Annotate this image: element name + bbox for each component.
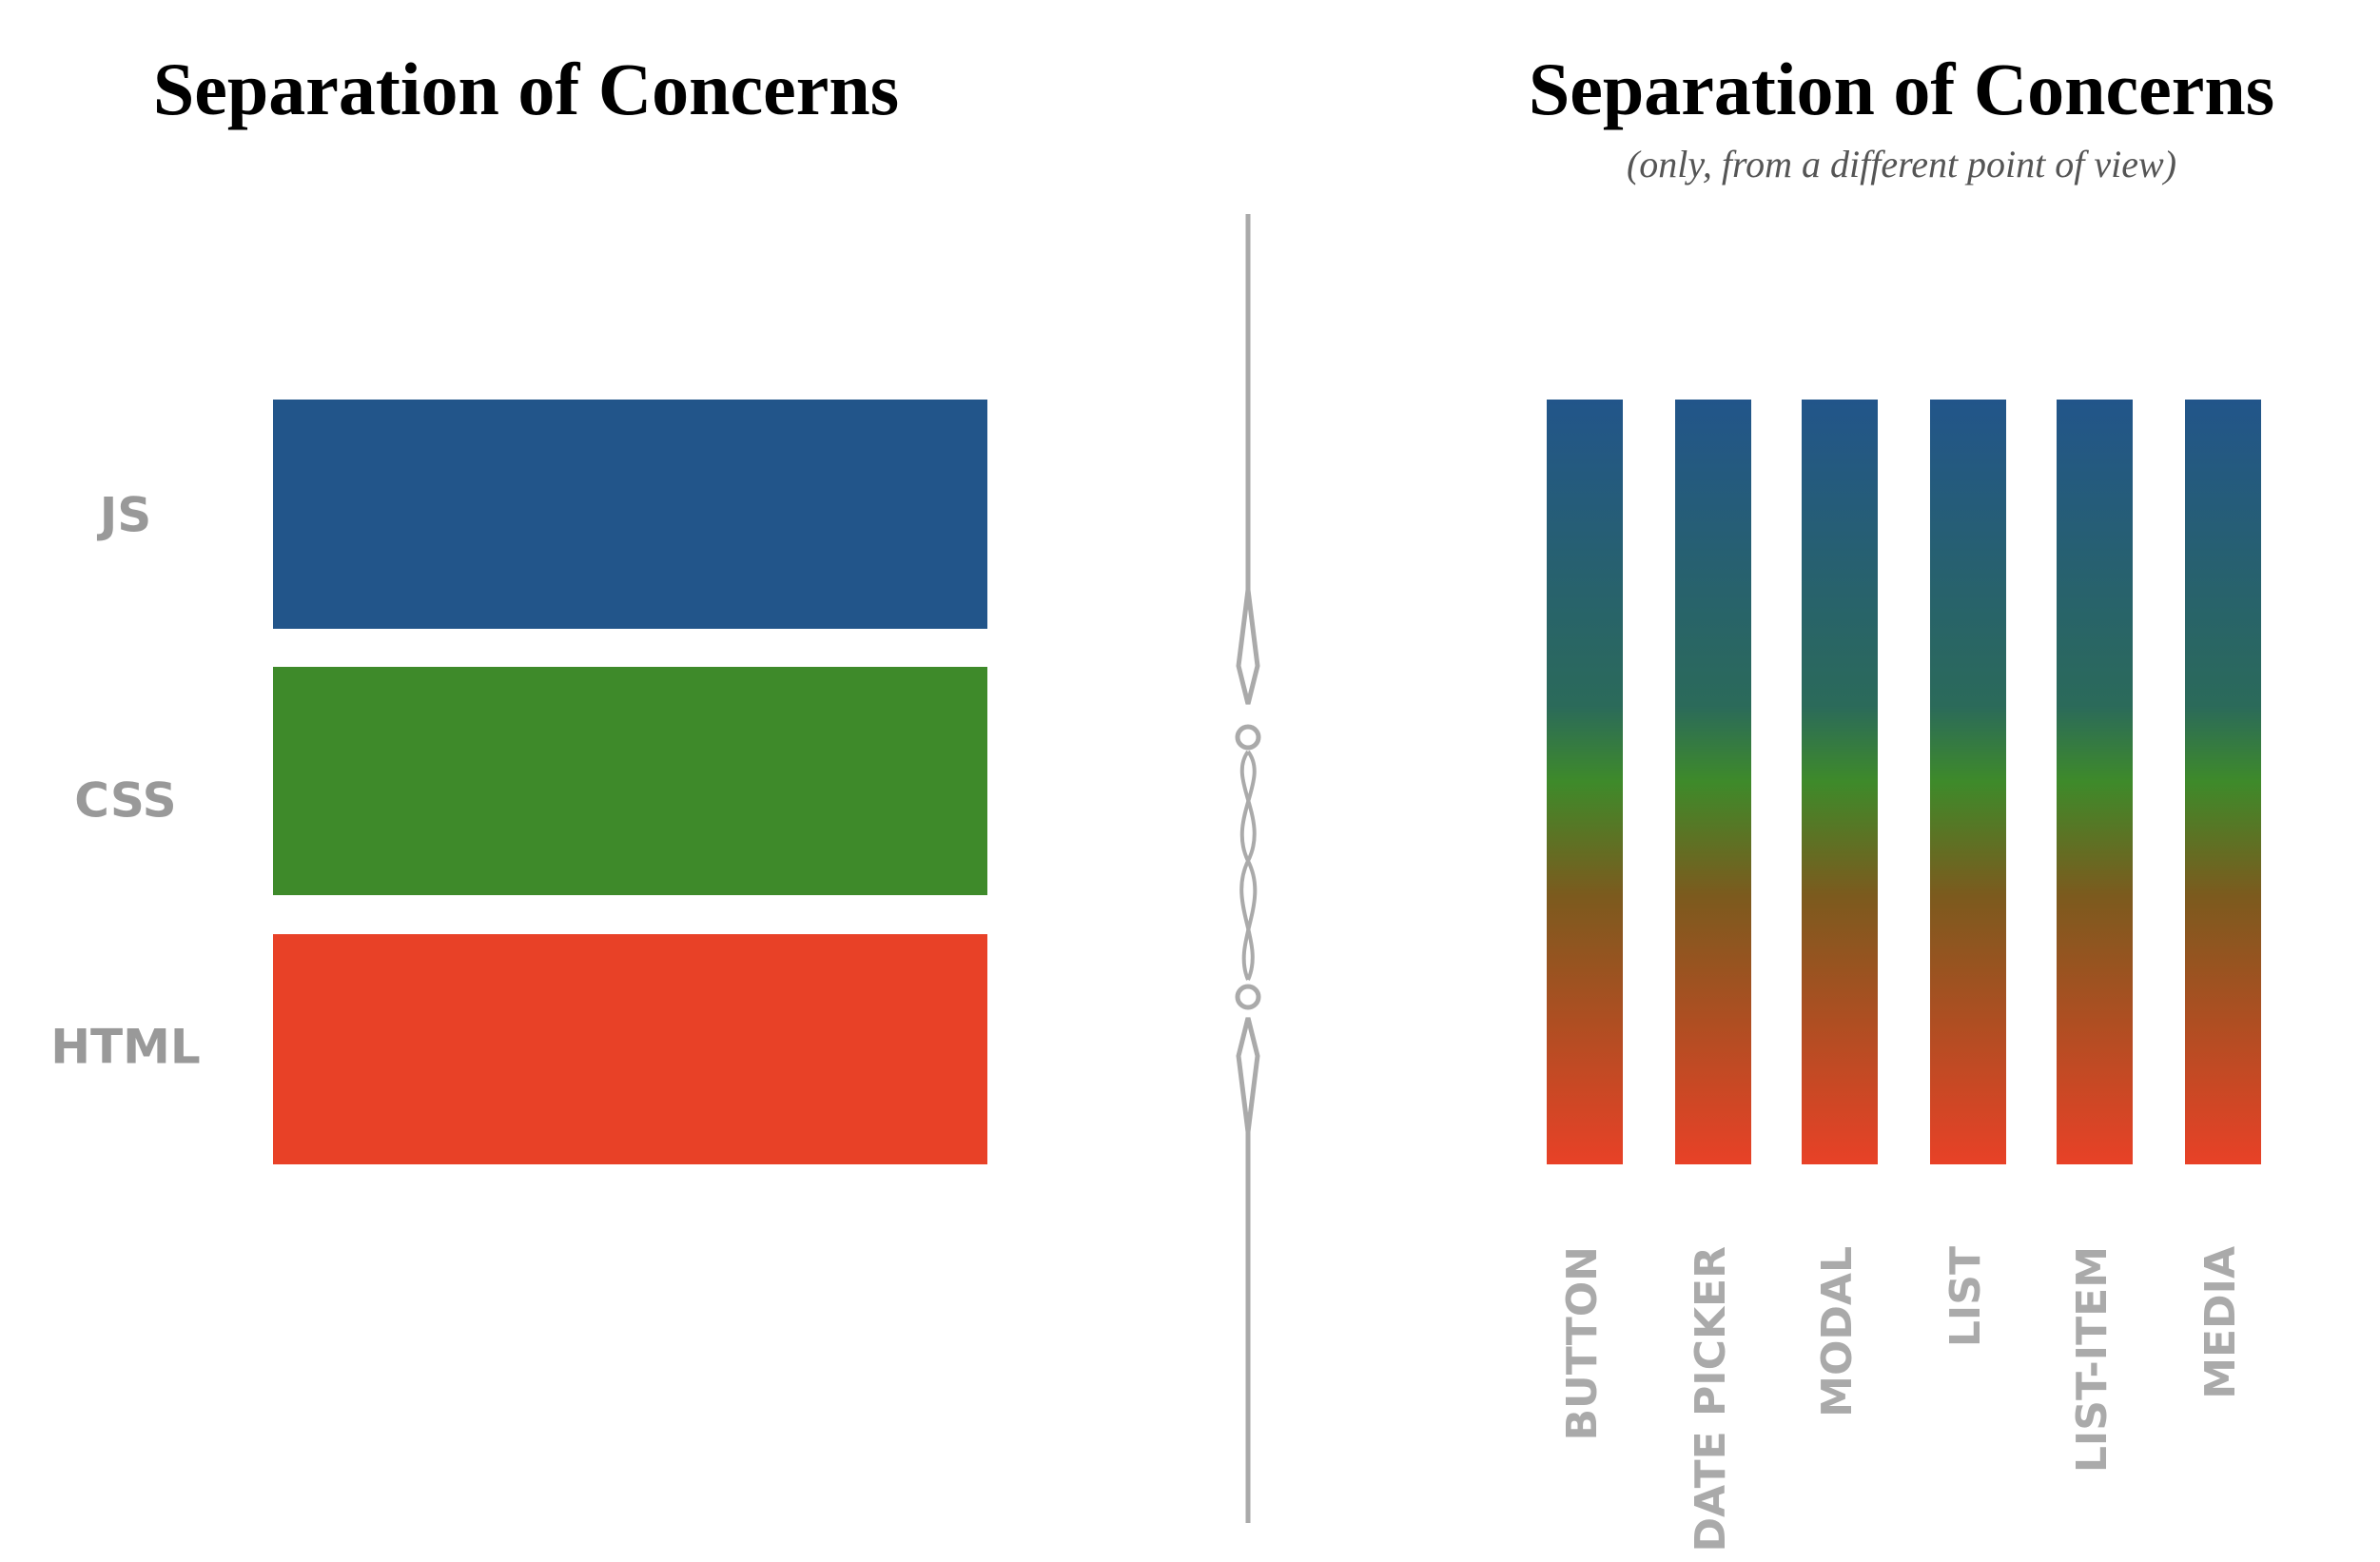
component-column bbox=[2185, 400, 2261, 1164]
left-title: Separation of Concerns bbox=[153, 48, 899, 130]
component-label: DATE PICKER bbox=[1687, 1246, 1735, 1552]
divider bbox=[1235, 214, 1261, 1523]
component-label: MODAL bbox=[1813, 1246, 1862, 1417]
subtitle: (only, from a different point of view) bbox=[1627, 143, 2176, 185]
layer-label: HTML bbox=[50, 1020, 201, 1075]
columns: BUTTON DATE PICKER MODAL LIST LIST-ITEM MEDIA bbox=[1547, 400, 2261, 1552]
js-layer bbox=[273, 400, 987, 629]
component-label: LIST bbox=[1941, 1246, 1990, 1347]
component-label: BUTTON bbox=[1558, 1246, 1607, 1441]
layer-label: JS bbox=[97, 488, 152, 543]
component-column bbox=[1547, 400, 1623, 1164]
component-column bbox=[1930, 400, 2006, 1164]
component-label: MEDIA bbox=[2196, 1246, 2245, 1399]
component-label: LIST-ITEM bbox=[2068, 1246, 2117, 1473]
component-column bbox=[2057, 400, 2133, 1164]
component-column bbox=[1802, 400, 1878, 1164]
css-layer bbox=[273, 667, 987, 895]
right-title: Separation of Concerns bbox=[1529, 48, 2274, 130]
html-layer bbox=[273, 934, 987, 1164]
layer-label: CSS bbox=[74, 773, 176, 829]
component-column bbox=[1675, 400, 1751, 1164]
